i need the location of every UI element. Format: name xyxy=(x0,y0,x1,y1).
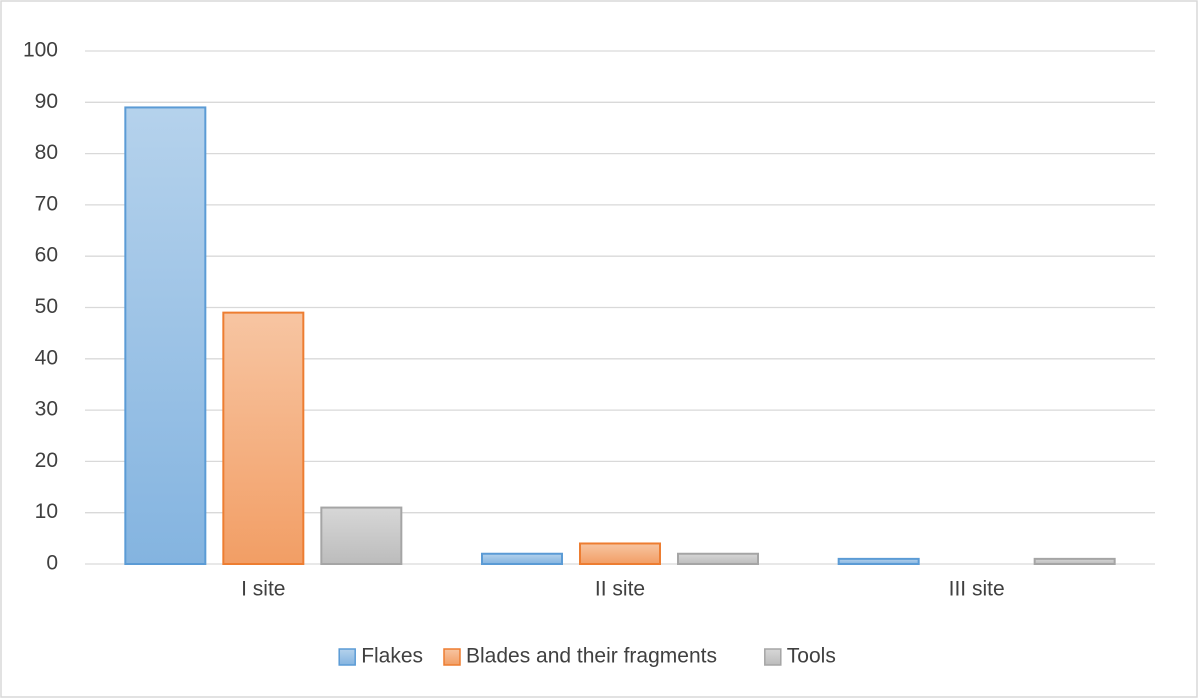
x-tick-label: III site xyxy=(949,578,1005,601)
bar xyxy=(481,552,563,565)
bar xyxy=(579,542,661,565)
bar xyxy=(124,106,207,566)
bar xyxy=(837,557,920,565)
x-tick-label: II site xyxy=(595,578,645,601)
bar xyxy=(222,311,305,565)
x-tick-label: I site xyxy=(241,578,285,601)
y-tick-label: 100 xyxy=(23,39,58,62)
legend-label: Tools xyxy=(787,645,836,668)
y-tick-label: 40 xyxy=(35,346,58,369)
y-tick-label: 0 xyxy=(46,552,58,575)
legend-swatch xyxy=(443,648,461,666)
y-tick-label: 50 xyxy=(35,295,58,318)
legend-swatch xyxy=(338,648,356,666)
y-tick-label: 20 xyxy=(35,449,58,472)
y-tick-label: 60 xyxy=(35,244,58,267)
y-tick-label: 10 xyxy=(35,500,58,523)
bar xyxy=(677,552,759,565)
legend-label: Flakes xyxy=(361,645,423,668)
y-tick-label: 30 xyxy=(35,398,58,421)
legend-swatch xyxy=(764,648,782,666)
legend-label: Blades and their fragments xyxy=(466,645,717,668)
bar xyxy=(320,506,403,566)
y-tick-label: 70 xyxy=(35,192,58,215)
y-tick-label: 80 xyxy=(35,141,58,164)
y-tick-label: 90 xyxy=(35,90,58,113)
bar xyxy=(1033,557,1116,565)
